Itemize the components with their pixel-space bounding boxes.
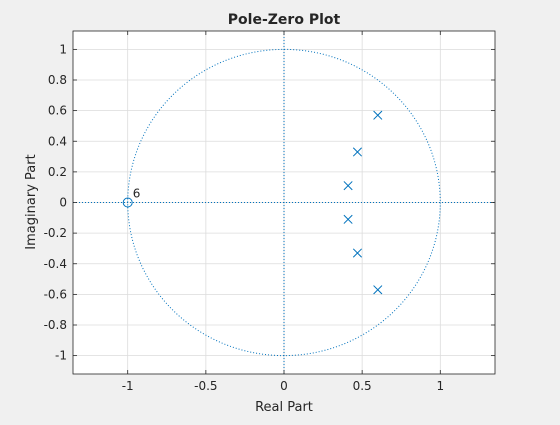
- y-tick-label: 0.4: [48, 134, 67, 148]
- y-tick-label: 0.6: [48, 104, 67, 118]
- y-tick-label: -1: [55, 349, 67, 363]
- x-tick-label: -0.5: [194, 379, 217, 393]
- x-tick-label: 0: [280, 379, 288, 393]
- y-tick-label: 0: [59, 196, 67, 210]
- zero-marker: [122, 197, 133, 208]
- y-tick-label: 0.8: [48, 73, 67, 87]
- y-tick-label: 1: [59, 42, 67, 56]
- pole-marker: [373, 110, 383, 120]
- ticks: -1 -0.5 0 0.5 1 1 0.8 0.6 0.4 0.2 0 -0.2 -0.4 -0.6 -0.…: [44, 31, 495, 393]
- y-tick-label: -0.2: [44, 226, 67, 240]
- pole-marker: [343, 181, 353, 191]
- x-tick-label: 0.5: [353, 379, 372, 393]
- x-tick-label: 1: [436, 379, 444, 393]
- y-tick-label: -0.4: [44, 257, 67, 271]
- unit-circle: [127, 48, 441, 357]
- y-axis-label: Imaginary Part: [24, 154, 39, 249]
- y-tick-label: 0.2: [48, 165, 67, 179]
- y-tick-label: -0.8: [44, 318, 67, 332]
- x-axis-label: Real Part: [255, 400, 313, 415]
- x-tick-label: -1: [122, 379, 134, 393]
- chart-title: Pole-Zero Plot: [228, 12, 341, 28]
- pole-marker: [343, 214, 353, 224]
- reference-lines: [73, 31, 495, 374]
- pole-marker: [373, 285, 383, 295]
- markers: 6: [122, 110, 383, 295]
- y-tick-label: -0.6: [44, 287, 67, 301]
- multiplicity-label: 6: [133, 187, 141, 201]
- pole-marker: [352, 248, 363, 258]
- pole-marker: [352, 147, 363, 157]
